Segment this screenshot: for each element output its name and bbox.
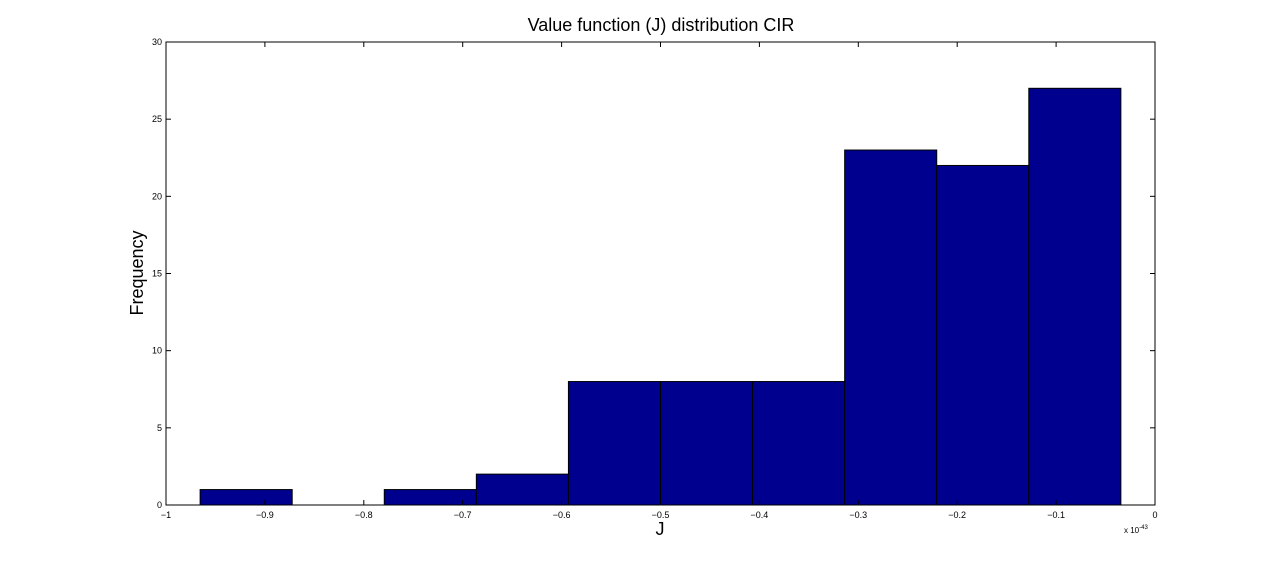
histogram-bar [1028, 87, 1122, 506]
x-tick-label: −0.9 [256, 510, 274, 520]
x-tick-label: −0.4 [751, 510, 769, 520]
histogram-bar [936, 164, 1030, 506]
y-axis-label: Frequency [127, 230, 147, 315]
histogram-bar [199, 489, 293, 506]
x-tick-label: −0.2 [948, 510, 966, 520]
histogram-bar [844, 149, 938, 506]
histogram-bar [475, 473, 569, 506]
x-axis-label: J [656, 519, 665, 539]
x-tick-label: −1 [161, 510, 171, 520]
histogram-bar [567, 381, 661, 506]
x-tick-label: −0.8 [355, 510, 373, 520]
x-tick-label: −0.5 [652, 510, 670, 520]
x-axis-exponent-power: -43 [1139, 525, 1148, 531]
x-axis-ticks: −1 −0.9 −0.8 −0.7 −0.6 −0.5 −0.4 −0.3 −0.2 −0.1 0 [161, 42, 1158, 520]
x-tick-label: 0 [1152, 510, 1157, 520]
chart-title: Value function (J) distribution CIR [528, 15, 795, 35]
x-tick-label: −0.7 [454, 510, 472, 520]
y-axis-ticks: 0 5 10 15 20 25 30 [152, 37, 1155, 510]
x-tick-label: −0.6 [553, 510, 571, 520]
y-tick-label: 30 [152, 37, 162, 47]
y-tick-label: 10 [152, 346, 162, 356]
y-tick-label: 0 [157, 500, 162, 510]
y-tick-label: 15 [152, 269, 162, 279]
x-axis-exponent-base: x 10 [1124, 526, 1140, 535]
x-tick-label: −0.3 [849, 510, 867, 520]
x-axis-exponent: x 10-43 [1124, 525, 1148, 535]
y-tick-label: 20 [152, 191, 162, 201]
y-tick-label: 5 [157, 423, 162, 433]
x-tick-label: −0.1 [1047, 510, 1065, 520]
bars-group [199, 87, 1122, 506]
y-tick-label: 25 [152, 114, 162, 124]
histogram-bar [752, 381, 846, 506]
histogram-bar [660, 381, 754, 506]
